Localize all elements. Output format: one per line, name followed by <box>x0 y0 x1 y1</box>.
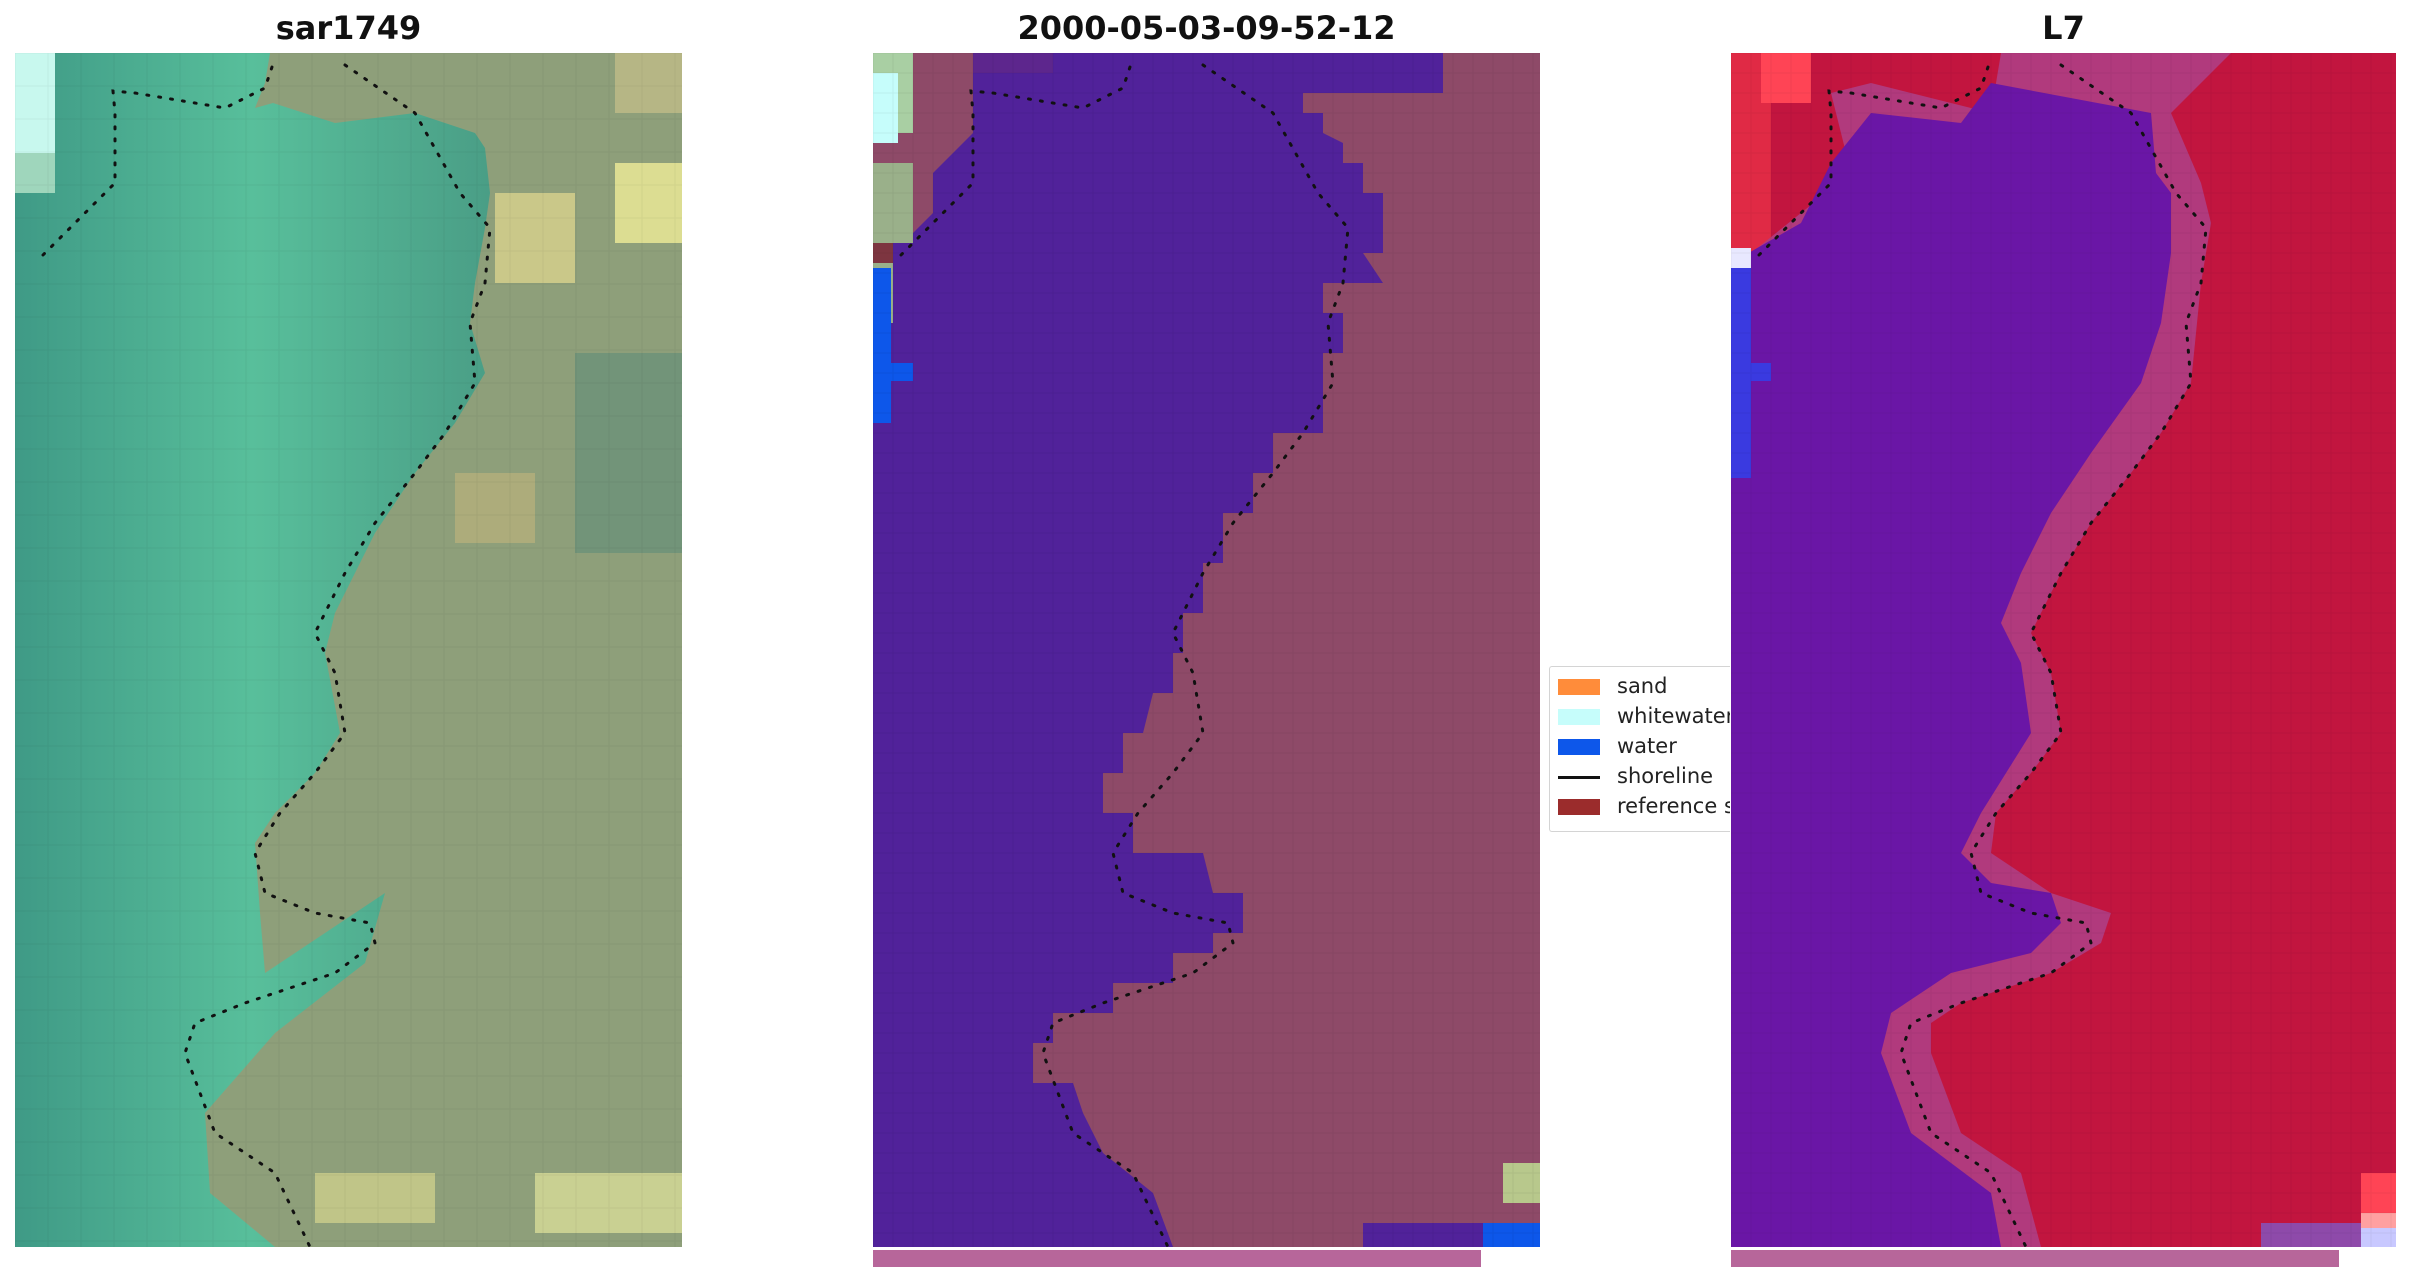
index-bottom-bar <box>1731 1250 2339 1267</box>
legend-item-shoreline: shoreline <box>1550 760 1730 790</box>
legend-label-water: water <box>1617 734 1677 758</box>
classified-image-panel <box>873 53 1540 1247</box>
rgb-image-panel <box>15 53 682 1247</box>
sand-swatch <box>1558 679 1600 695</box>
panel-title-rgb: sar1749 <box>275 9 422 47</box>
legend-label-reference-shoreline: reference shoreline <box>1617 794 1730 818</box>
classified-shoreline <box>899 56 1350 1247</box>
legend-item-sand: sand <box>1550 670 1730 700</box>
legend-label-whitewater: whitewater <box>1617 704 1730 728</box>
whitewater-swatch <box>1558 709 1600 725</box>
panel-title-index: L7 <box>2042 9 2085 47</box>
index-image-panel <box>1731 53 2396 1247</box>
classified-bottom-bar <box>873 1250 1481 1267</box>
index-shoreline <box>1757 56 2208 1247</box>
water-swatch <box>1558 739 1600 755</box>
rgb-shoreline <box>41 56 492 1247</box>
legend-label-sand: sand <box>1617 674 1668 698</box>
legend-item-whitewater: whitewater <box>1550 700 1730 730</box>
legend-label-shoreline: shoreline <box>1617 764 1714 788</box>
legend-item-water: water <box>1550 730 1730 760</box>
reference-shoreline-swatch <box>1558 799 1600 815</box>
legend: sand whitewater water shoreline referenc… <box>1549 666 1730 832</box>
shoreline-line-icon <box>1558 776 1600 779</box>
panel-title-classified: 2000-05-03-09-52-12 <box>1017 9 1396 47</box>
legend-item-reference-shoreline: reference shoreline <box>1550 790 1730 820</box>
